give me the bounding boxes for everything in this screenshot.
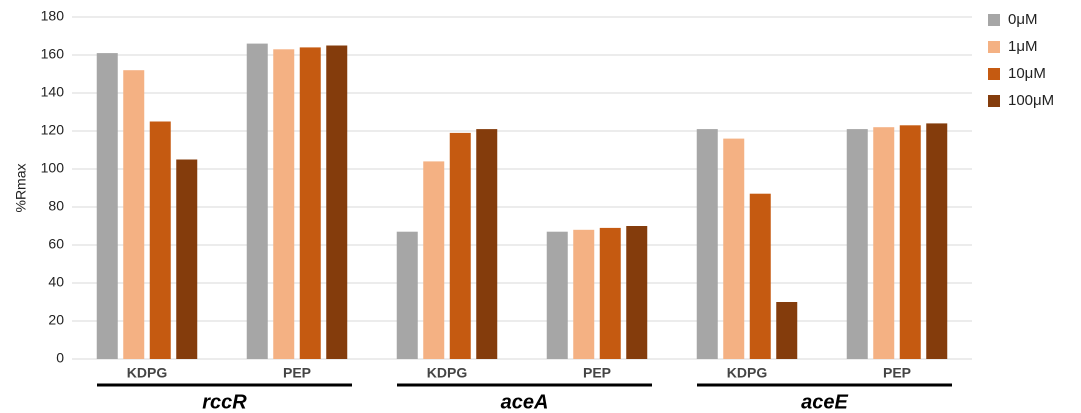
bar — [273, 49, 295, 360]
bar — [123, 70, 145, 359]
bar — [546, 231, 568, 359]
x-tick-label: PEP — [583, 365, 611, 381]
y-tick-label: 40 — [48, 274, 64, 290]
bar — [149, 121, 171, 359]
y-tick-label: 120 — [41, 122, 65, 138]
bar — [246, 43, 268, 359]
y-tick-label: 140 — [41, 84, 65, 100]
legend-swatch — [988, 68, 1000, 80]
bar — [626, 226, 648, 359]
bar — [926, 123, 948, 360]
legend-swatch — [988, 95, 1000, 107]
bar — [899, 125, 921, 359]
bar — [776, 302, 798, 359]
x-tick-label: KDPG — [127, 365, 168, 381]
legend-label: 1μM — [1008, 38, 1037, 55]
legend-swatch — [988, 41, 1000, 53]
x-tick-label: PEP — [283, 365, 311, 381]
group-label: rccR — [202, 391, 247, 413]
group-label: aceE — [801, 391, 848, 413]
y-tick-label: 80 — [48, 198, 64, 214]
y-tick-label: 20 — [48, 312, 64, 328]
bar — [96, 53, 118, 359]
bar — [696, 129, 718, 359]
y-tick-label: 180 — [41, 8, 65, 24]
x-tick-label: KDPG — [427, 365, 468, 381]
bar — [449, 132, 471, 359]
y-tick-label: 100 — [41, 160, 65, 176]
legend-label: 10μM — [1008, 65, 1046, 82]
y-tick-label: 160 — [41, 46, 65, 62]
group-label: aceA — [501, 391, 549, 413]
bar — [723, 138, 745, 359]
bar — [846, 129, 868, 359]
bar — [396, 231, 418, 359]
bar — [873, 127, 895, 359]
bar — [476, 129, 498, 359]
bar — [573, 229, 595, 359]
x-tick-label: KDPG — [727, 365, 768, 381]
bar — [176, 159, 198, 359]
y-tick-label: 0 — [56, 350, 64, 366]
bar — [749, 193, 771, 359]
y-axis-label: %Rmax — [13, 163, 29, 212]
bar — [299, 47, 321, 360]
bar — [599, 227, 621, 359]
bar — [326, 45, 348, 359]
legend-swatch — [988, 14, 1000, 26]
legend-label: 100μM — [1008, 92, 1054, 109]
legend-label: 0μM — [1008, 11, 1037, 28]
bar — [423, 161, 445, 359]
x-tick-label: PEP — [883, 365, 911, 381]
y-tick-label: 60 — [48, 236, 64, 252]
